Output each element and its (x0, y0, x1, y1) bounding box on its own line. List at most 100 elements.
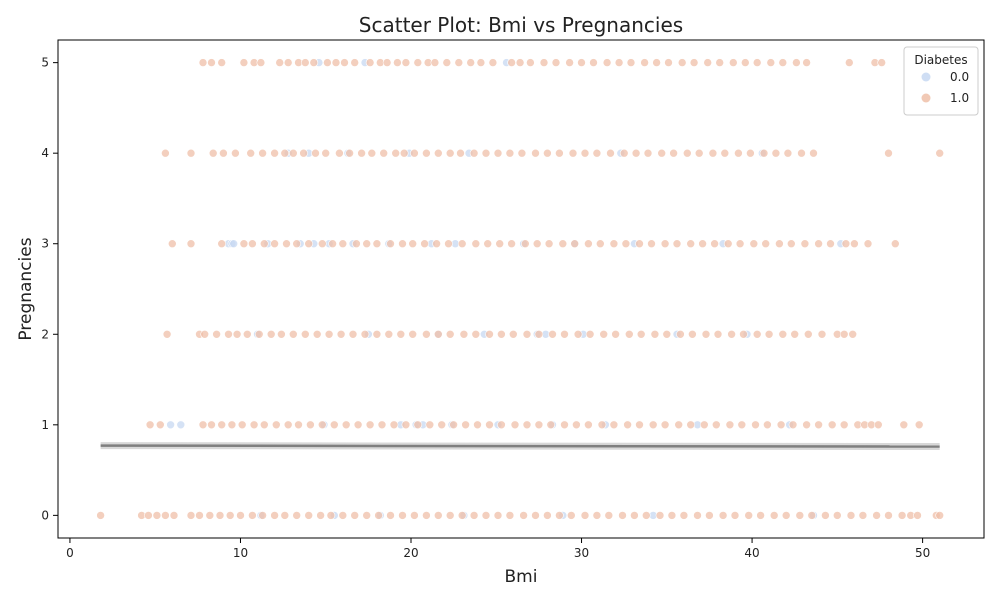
data-point-series-1 (306, 420, 315, 430)
data-point-series-1 (271, 420, 281, 430)
y-tick-label: 4 (41, 146, 49, 160)
data-point-series-1 (324, 329, 334, 339)
data-point-series-1 (331, 58, 341, 67)
data-point-series-1 (650, 329, 660, 339)
legend-title: Diabetes (914, 53, 967, 67)
data-point-series-1 (609, 420, 619, 430)
data-point-series-1 (433, 511, 443, 520)
data-point-series-1 (469, 511, 479, 520)
data-point-series-1 (300, 58, 310, 67)
data-point-series-1 (778, 58, 788, 67)
data-point-series-1 (254, 329, 264, 339)
data-point-series-1 (624, 329, 634, 339)
trend-layer (100, 442, 940, 451)
data-point-series-1 (735, 239, 745, 248)
data-point-series-1 (701, 329, 711, 339)
data-point-series-1 (643, 148, 653, 158)
data-point-series-1 (398, 239, 407, 248)
data-point-series-1 (744, 511, 754, 520)
data-point-series-1 (783, 148, 793, 158)
data-point-series-1 (568, 148, 578, 158)
data-point-series-1 (341, 420, 351, 430)
data-point-series-1 (401, 58, 411, 67)
data-point-series-1 (817, 329, 827, 339)
data-point-series-1 (844, 58, 854, 67)
data-point-series-1 (599, 329, 609, 339)
data-point-series-0 (166, 420, 175, 430)
data-point-series-1 (258, 148, 267, 158)
data-point-series-1 (208, 148, 218, 158)
data-point-series-1 (595, 239, 605, 248)
data-point-series-1 (362, 511, 372, 520)
data-point-series-1 (379, 148, 389, 158)
data-point-series-1 (422, 148, 431, 158)
data-point-series-1 (345, 148, 354, 158)
data-point-series-1 (630, 511, 639, 520)
data-point-series-1 (863, 239, 873, 248)
data-point-series-1 (560, 420, 569, 430)
data-point-series-1 (531, 511, 540, 520)
data-point-series-1 (162, 329, 172, 339)
data-point-series-1 (476, 58, 486, 67)
data-point-series-1 (636, 329, 646, 339)
data-point-series-1 (566, 511, 576, 520)
data-point-series-1 (935, 148, 945, 158)
data-point-series-1 (526, 58, 535, 67)
data-point-series-1 (329, 420, 339, 430)
data-point-series-1 (445, 329, 455, 339)
data-point-series-1 (515, 58, 525, 67)
data-point-series-1 (705, 511, 714, 520)
data-point-series-1 (326, 511, 336, 520)
data-point-series-1 (720, 148, 730, 158)
data-point-series-1 (399, 148, 409, 158)
data-point-series-1 (766, 58, 776, 67)
data-point-series-1 (771, 148, 781, 158)
legend-label: 0.0 (950, 70, 969, 84)
data-point-series-1 (570, 239, 580, 248)
chart-title: Scatter Plot: Bmi vs Pregnancies (359, 13, 683, 37)
data-point-series-1 (168, 239, 177, 248)
data-point-series-1 (565, 58, 574, 67)
data-point-series-1 (280, 148, 290, 158)
data-point-series-1 (485, 420, 494, 430)
data-point-series-1 (756, 511, 765, 520)
data-point-series-1 (338, 511, 348, 520)
data-point-series-1 (352, 239, 361, 248)
data-point-series-1 (577, 58, 586, 67)
data-point-series-1 (365, 58, 375, 67)
data-point-series-1 (592, 511, 602, 520)
data-point-series-1 (897, 511, 907, 520)
data-point-series-1 (551, 58, 561, 67)
data-point-series-1 (219, 148, 228, 158)
data-point-series-1 (899, 420, 909, 430)
data-point-series-1 (827, 420, 837, 430)
data-point-series-1 (662, 329, 672, 339)
data-point-series-1 (410, 148, 419, 158)
data-point-series-1 (734, 148, 743, 158)
data-point-series-1 (797, 148, 806, 158)
data-point-series-1 (275, 58, 285, 67)
data-point-series-1 (764, 329, 774, 339)
data-point-series-1 (266, 329, 276, 339)
data-point-series-1 (456, 148, 465, 158)
data-point-series-1 (713, 329, 723, 339)
data-point-series-1 (270, 239, 279, 248)
data-point-series-1 (384, 329, 394, 339)
data-point-series-1 (340, 58, 349, 67)
data-point-series-1 (640, 58, 649, 67)
data-point-series-1 (839, 329, 849, 339)
data-point-series-1 (660, 420, 670, 430)
data-point-series-1 (737, 420, 747, 430)
data-point-series-1 (497, 329, 506, 339)
data-point-series-1 (759, 148, 769, 158)
data-point-series-1 (728, 58, 738, 67)
data-point-series-1 (821, 511, 830, 520)
data-point-series-1 (422, 329, 431, 339)
data-point-series-1 (534, 420, 544, 430)
data-point-series-1 (555, 511, 564, 520)
data-point-series-1 (217, 58, 226, 67)
data-point-series-1 (507, 239, 516, 248)
data-point-series-1 (664, 58, 673, 67)
data-point-series-1 (437, 420, 447, 430)
data-point-series-1 (873, 420, 883, 430)
